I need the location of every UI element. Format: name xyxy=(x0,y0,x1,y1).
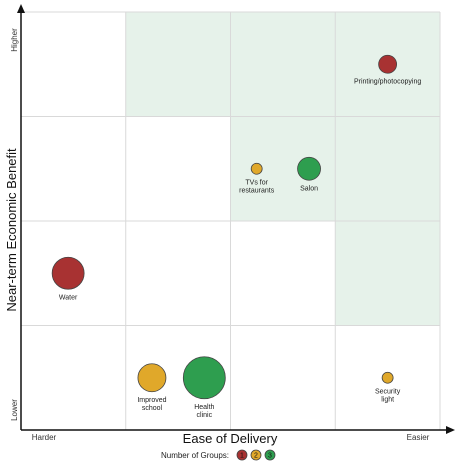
legend-number: 3 xyxy=(268,453,272,460)
label-line: Salon xyxy=(300,185,318,192)
x-axis-low-label: Harder xyxy=(32,433,57,442)
x-axis-high-label: Easier xyxy=(407,433,430,442)
label-line: Printing/photocopying xyxy=(354,78,421,85)
label-line: school xyxy=(142,405,163,412)
legend-item-2: 2 xyxy=(250,449,262,461)
shaded-cell-4 xyxy=(335,116,440,221)
point-security-light: Security light xyxy=(375,371,401,403)
label-line: Improved xyxy=(137,397,166,404)
y-axis-arrow xyxy=(17,4,25,13)
label-health-clinic: Health clinic xyxy=(194,404,214,419)
x-axis-title: Ease of Delivery xyxy=(183,431,278,446)
label-line: Security xyxy=(375,388,401,395)
shaded-cell-0 xyxy=(125,12,231,117)
legend-title: Number of Groups: xyxy=(161,451,229,460)
legend: Number of Groups: 1 2 3 xyxy=(161,449,276,461)
point-health-clinic: Health clinic xyxy=(182,356,226,419)
label-line: clinic xyxy=(197,412,213,419)
point-improved-school: Improved school xyxy=(137,363,167,412)
label-security-light: Security light xyxy=(375,388,401,403)
bubble-printing-photocopying xyxy=(378,54,398,74)
data-points: Printing/photocopying TVs for restaurants S… xyxy=(51,54,421,419)
label-printing-photocopying: Printing/photocopying xyxy=(354,78,421,85)
label-line: light xyxy=(381,396,394,403)
label-line: restaurants xyxy=(239,187,275,194)
y-axis-low-label: Lower xyxy=(10,399,19,421)
shaded-cells xyxy=(125,12,440,326)
shaded-cell-5 xyxy=(335,221,440,326)
bubble-security-light xyxy=(381,371,394,384)
label-line: Health xyxy=(194,404,214,411)
point-water: Water xyxy=(51,256,85,301)
bubble-tvs-for-restaurants xyxy=(250,162,263,175)
label-salon: Salon xyxy=(300,185,318,192)
label-improved-school: Improved school xyxy=(137,397,166,412)
legend-item-3: 3 xyxy=(264,449,276,461)
legend-items: 1 2 3 xyxy=(236,449,276,461)
legend-swatch xyxy=(236,449,248,461)
shaded-cell-1 xyxy=(230,12,336,117)
bubble-salon xyxy=(297,156,321,181)
legend-swatch xyxy=(264,449,276,461)
legend-number: 1 xyxy=(240,453,244,460)
bubble-water xyxy=(51,256,85,290)
axes xyxy=(17,4,455,434)
label-line: Water xyxy=(59,294,78,301)
label-line: TVs for xyxy=(245,179,268,186)
x-axis-arrow xyxy=(446,426,455,434)
bubble-health-clinic xyxy=(182,356,226,400)
y-axis-high-label: Higher xyxy=(10,28,19,52)
legend-item-1: 1 xyxy=(236,449,248,461)
y-axis-title: Near-term Economic Benefit xyxy=(4,148,19,312)
grid-lines xyxy=(21,11,441,430)
label-tvs-for-restaurants: TVs for restaurants xyxy=(239,179,275,194)
point-printing-photocopying: Printing/photocopying xyxy=(354,54,421,85)
legend-number: 2 xyxy=(254,453,258,460)
point-salon: Salon xyxy=(297,156,321,192)
label-water: Water xyxy=(59,294,78,301)
bubble-improved-school xyxy=(137,363,167,393)
point-tvs-for-restaurants: TVs for restaurants xyxy=(239,162,275,194)
legend-swatch xyxy=(250,449,262,461)
